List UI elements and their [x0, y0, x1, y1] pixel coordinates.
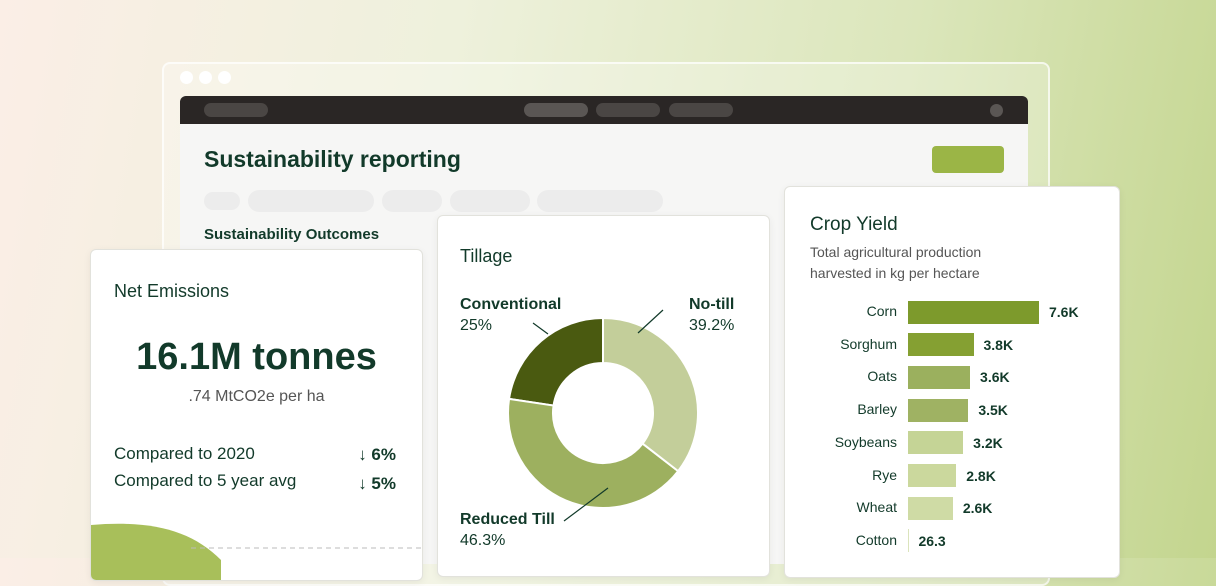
action-button[interactable] — [932, 146, 1004, 173]
change-value: 6% — [371, 445, 396, 464]
bar-label: Oats — [867, 368, 897, 384]
bar-value: 2.6K — [963, 500, 993, 516]
bar — [908, 301, 1039, 324]
bar-value: 26.3 — [918, 533, 945, 549]
bar-label: Sorghum — [840, 336, 897, 352]
bar-label: Cotton — [856, 532, 897, 548]
bar-value: 3.5K — [978, 402, 1008, 418]
bar-label: Rye — [872, 467, 897, 483]
tillage-card: Tillage Conventional 25% No-till 39.2% R… — [437, 215, 770, 577]
bar-value: 7.6K — [1049, 304, 1079, 320]
tab-placeholder — [450, 190, 530, 212]
bar-label: Soybeans — [835, 434, 897, 450]
change-value: 5% — [371, 474, 396, 493]
donut-segment — [509, 318, 603, 406]
tab-placeholder — [537, 190, 663, 212]
emissions-subtitle: .74 MtCO2e per ha — [91, 388, 422, 406]
bar-value: 3.2K — [973, 435, 1003, 451]
comparison-label: Compared to 2020 — [114, 444, 255, 464]
tab-placeholder — [248, 190, 374, 212]
comparison-change: ↓ 5% — [358, 474, 396, 494]
card-title: Net Emissions — [114, 281, 229, 302]
page: Sustainability reporting Sustainability … — [0, 0, 1216, 558]
segment-value: 46.3% — [460, 532, 505, 550]
bar-label: Barley — [857, 401, 897, 417]
segment-label: Conventional — [460, 296, 561, 314]
comparison-label: Compared to 5 year avg — [114, 471, 296, 491]
comparison-change: ↓ 6% — [358, 445, 396, 465]
crop-yield-card: Crop Yield Total agricultural production… — [784, 186, 1120, 578]
bar — [908, 464, 956, 487]
window-dots — [180, 71, 231, 89]
bar-label: Corn — [867, 303, 897, 319]
card-subtitle: Total agricultural production harvested … — [810, 242, 1015, 284]
bar — [908, 431, 963, 454]
emissions-value: 16.1M tonnes — [91, 336, 422, 379]
donut-segment — [603, 318, 698, 471]
page-title: Sustainability reporting — [204, 146, 461, 173]
segment-label: Reduced Till — [460, 511, 555, 529]
segment-value: 25% — [460, 317, 492, 335]
bar — [908, 497, 953, 520]
bar-value: 3.6K — [980, 369, 1010, 385]
net-emissions-card: Net Emissions 16.1M tonnes .74 MtCO2e pe… — [90, 249, 423, 581]
bar-label: Wheat — [857, 499, 897, 515]
trend-decoration — [91, 520, 422, 580]
card-title: Crop Yield — [810, 214, 898, 236]
segment-label: No-till — [689, 296, 734, 314]
bar — [908, 399, 968, 422]
tab-placeholder — [204, 192, 240, 210]
bar — [908, 333, 974, 356]
tab-placeholder — [382, 190, 442, 212]
bar — [908, 366, 970, 389]
browser-bar — [180, 96, 1028, 124]
bar-value: 3.8K — [984, 337, 1014, 353]
bar-value: 2.8K — [966, 468, 996, 484]
section-title: Sustainability Outcomes — [204, 226, 379, 243]
segment-value: 39.2% — [689, 317, 734, 335]
